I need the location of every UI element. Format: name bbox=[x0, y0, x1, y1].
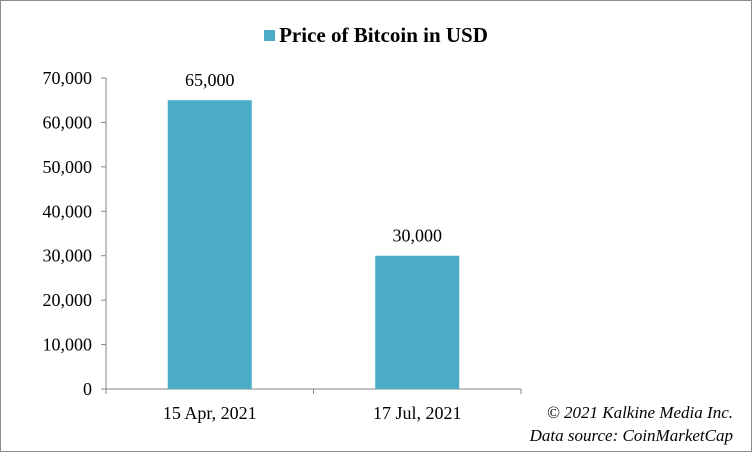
y-tick-label: 20,000 bbox=[43, 290, 93, 310]
legend-label: Price of Bitcoin in USD bbox=[279, 23, 488, 47]
y-tick-label: 0 bbox=[83, 379, 92, 399]
data-source-text: Data source: CoinMarketCap bbox=[529, 426, 733, 445]
bar bbox=[375, 255, 460, 389]
copyright-text: © 2021 Kalkine Media Inc. bbox=[546, 403, 733, 422]
y-tick-label: 40,000 bbox=[43, 201, 93, 221]
x-tick-label: 17 Jul, 2021 bbox=[373, 403, 462, 423]
data-label: 30,000 bbox=[393, 226, 443, 246]
y-tick-label: 50,000 bbox=[43, 157, 93, 177]
legend-swatch bbox=[264, 30, 276, 41]
legend: Price of Bitcoin in USD bbox=[1, 23, 751, 48]
y-tick-label: 70,000 bbox=[43, 68, 93, 88]
y-tick-label: 60,000 bbox=[43, 112, 93, 132]
y-tick-label: 30,000 bbox=[43, 246, 93, 266]
y-tick-label: 10,000 bbox=[43, 335, 93, 355]
x-tick-label: 15 Apr, 2021 bbox=[163, 403, 257, 423]
bar bbox=[167, 100, 252, 389]
data-label: 65,000 bbox=[185, 70, 235, 90]
